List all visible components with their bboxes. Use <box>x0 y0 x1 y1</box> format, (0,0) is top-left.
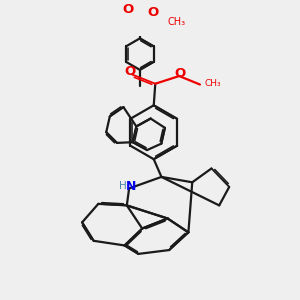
Text: O: O <box>147 6 159 19</box>
Text: CH₃: CH₃ <box>168 17 186 27</box>
Text: CH₃: CH₃ <box>204 79 221 88</box>
Text: O: O <box>175 67 186 80</box>
Text: O: O <box>122 3 133 16</box>
Text: N: N <box>126 180 136 193</box>
Text: H: H <box>119 181 127 191</box>
Text: O: O <box>125 65 136 78</box>
